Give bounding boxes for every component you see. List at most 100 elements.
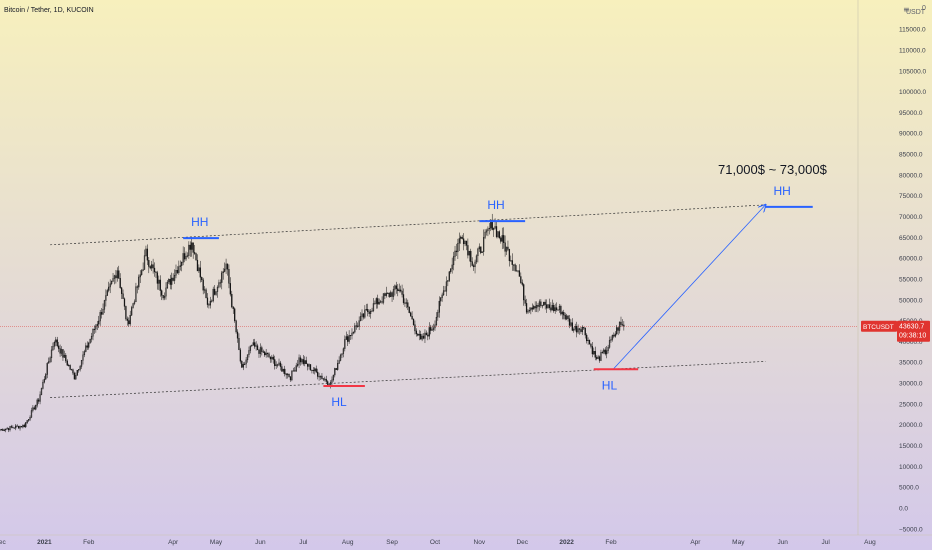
candle-body [361, 313, 363, 317]
candle-body [517, 270, 519, 272]
candle-body [176, 270, 179, 273]
candle-body [39, 394, 41, 402]
y-tick-label: 90000.0 [899, 131, 923, 138]
candle-body [120, 287, 123, 294]
candle-body [467, 245, 469, 256]
candle-body [588, 339, 591, 345]
candle-body [141, 270, 143, 275]
x-tick-label: Apr [690, 539, 701, 546]
candle-body [573, 329, 575, 331]
candle-body [550, 307, 552, 311]
x-tick-label: Feb [605, 539, 617, 546]
candle-body [455, 250, 458, 253]
candle-body [576, 326, 578, 333]
candle-body [272, 356, 274, 360]
candle-body [364, 309, 366, 318]
candle-body [468, 250, 470, 256]
candle-body [503, 235, 505, 243]
candle-body [568, 318, 571, 326]
candle-body [438, 300, 440, 313]
candle-body [271, 356, 273, 360]
candle-body [331, 379, 333, 383]
candle-body [480, 246, 482, 253]
candle-body [344, 339, 346, 349]
candle-body [236, 331, 239, 339]
candle-body [3, 429, 5, 431]
candle-body [136, 286, 138, 288]
candle-body [404, 302, 406, 304]
candle-body [178, 266, 180, 273]
candle-body [462, 238, 465, 245]
candle-body [245, 359, 247, 365]
menu-icon[interactable]: ≡ [903, 5, 910, 14]
candle-body [15, 425, 17, 429]
price-axis[interactable]: −5000.0 0.0 5000.0 10000.0 15000.0 20000.0 250… [857, 0, 926, 535]
candle-body [129, 315, 131, 325]
candle-body [372, 303, 375, 311]
candle-body [133, 301, 136, 304]
candle-body [545, 304, 548, 309]
candle-body [278, 362, 280, 366]
time-axis[interactable]: Dec 2021 Feb Apr May Jun Jul Aug Sep Oct Nov Dec 202… [0, 534, 932, 546]
y-tick-label: 50000.0 [899, 297, 923, 304]
candle-body [620, 321, 622, 325]
candle-body [530, 307, 532, 311]
candle-body [191, 242, 193, 250]
candle-body [497, 231, 499, 237]
candle-body [608, 340, 611, 348]
candle-body [448, 271, 450, 281]
candle-body [505, 246, 508, 252]
candle-body [82, 354, 84, 361]
symbol-title[interactable]: Bitcoin / Tether, 1D, KUCOIN [4, 7, 94, 14]
candle-body [232, 306, 234, 309]
candle-body [481, 251, 483, 253]
candle-body [504, 242, 506, 252]
candle-body [258, 349, 260, 354]
last-price-label: 43630.7 [899, 323, 924, 330]
projection-arrow [613, 205, 766, 369]
candle-body [80, 360, 83, 367]
candle-body [464, 240, 466, 245]
candle-body [435, 316, 438, 326]
x-tick-label: Aug [864, 539, 876, 546]
candle-body [192, 242, 194, 253]
candle-body [305, 360, 307, 365]
candle-body [179, 265, 181, 267]
candle-body [158, 279, 160, 284]
candle-body [244, 363, 246, 365]
candle-body [109, 283, 111, 288]
candle-body [437, 312, 439, 318]
candle-body [122, 293, 124, 299]
candle-body [208, 304, 210, 306]
candle-body [218, 282, 220, 288]
candle-body [308, 364, 310, 367]
candle-body [397, 288, 399, 292]
candle-body [385, 292, 387, 296]
candle-body [495, 226, 498, 237]
candle-body [50, 349, 53, 359]
candle-body [460, 236, 462, 239]
candle-body [450, 268, 452, 272]
candle-body [567, 315, 569, 319]
candle-body [49, 357, 51, 362]
price-scale-settings-icon[interactable]: 0 [922, 5, 926, 12]
candle-body [222, 271, 224, 274]
candle-body [337, 363, 339, 370]
x-tick-label: 2021 [37, 539, 52, 546]
candle-body [30, 410, 33, 418]
candle-body [268, 353, 270, 358]
candle-body [493, 227, 495, 230]
candle-body [143, 255, 146, 270]
y-tick-label: 85000.0 [899, 152, 923, 159]
candle-body [551, 305, 553, 311]
price-tag [897, 320, 930, 342]
candle-body [209, 300, 211, 306]
hh-line-label: HH [487, 198, 504, 212]
candle-body [598, 356, 601, 361]
candle-body [487, 228, 489, 232]
candle-body [148, 260, 150, 267]
candle-body [342, 348, 345, 354]
candle-body [100, 312, 103, 315]
candle-body [251, 344, 253, 347]
